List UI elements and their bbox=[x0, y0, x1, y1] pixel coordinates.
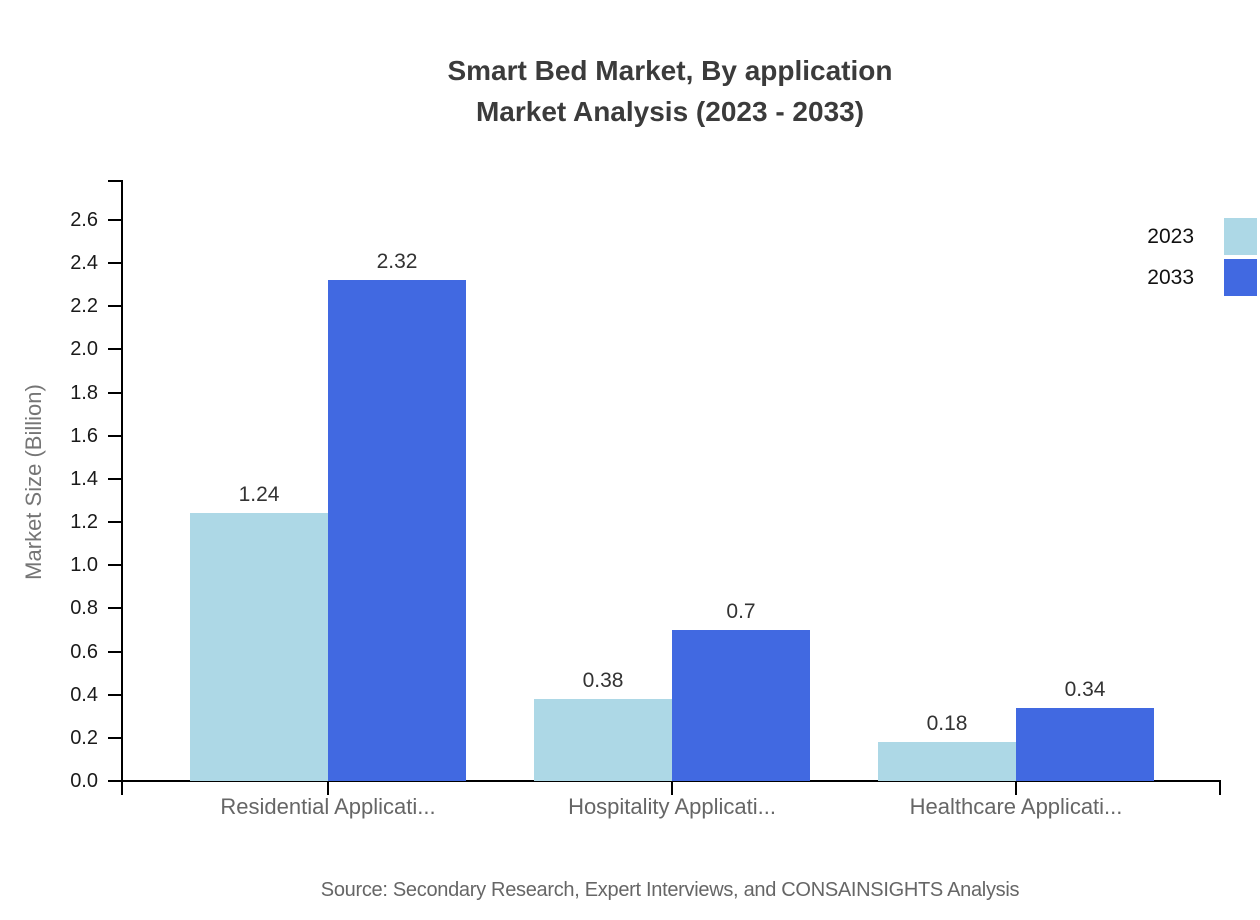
y-tick-label: 2.4 bbox=[70, 252, 98, 275]
bar-value-label: 0.18 bbox=[926, 712, 968, 736]
category-label: Healthcare Applicati... bbox=[909, 794, 1123, 819]
chart-title-line1: Smart Bed Market, By application bbox=[447, 55, 893, 86]
y-tick bbox=[108, 650, 122, 653]
y-axis-top-cap bbox=[108, 180, 123, 182]
bar-2033-3 bbox=[1016, 707, 1154, 781]
y-tick bbox=[108, 780, 122, 782]
y-tick-label: 1.8 bbox=[70, 381, 98, 404]
y-tick bbox=[108, 477, 122, 480]
x-tick bbox=[327, 781, 329, 795]
y-tick-label: 0.2 bbox=[70, 726, 98, 749]
y-tick-label: 2.2 bbox=[70, 295, 98, 318]
source-note: Source: Secondary Research, Expert Inter… bbox=[320, 879, 1020, 901]
y-tick-label: 2.6 bbox=[70, 209, 98, 231]
x-tick bbox=[1015, 781, 1017, 795]
y-tick bbox=[108, 262, 122, 265]
x-tick bbox=[671, 781, 673, 795]
y-tick bbox=[108, 348, 122, 351]
bar-2033-2 bbox=[672, 629, 810, 781]
bar-2023-1 bbox=[190, 513, 328, 781]
y-tick bbox=[108, 521, 122, 524]
y-tick bbox=[108, 564, 122, 567]
y-tick-label: 0.4 bbox=[70, 683, 98, 706]
legend-swatch-2033 bbox=[1224, 259, 1257, 296]
bar-value-label: 0.7 bbox=[726, 599, 756, 623]
y-tick-label: 1.6 bbox=[70, 424, 98, 447]
y-axis-line bbox=[121, 180, 123, 795]
y-tick-label: 1.0 bbox=[70, 554, 98, 577]
legend-swatch-2023 bbox=[1224, 218, 1257, 255]
chart-title-line2: Market Analysis (2023 - 2033) bbox=[475, 96, 865, 127]
bar-value-label: 2.32 bbox=[376, 250, 418, 274]
legend-label-2023: 2023 bbox=[1147, 225, 1194, 248]
category-label: Residential Applicati... bbox=[220, 794, 436, 819]
y-tick bbox=[108, 219, 122, 221]
y-tick-label: 1.2 bbox=[70, 511, 98, 534]
y-tick-label: 1.4 bbox=[70, 467, 98, 490]
y-tick bbox=[108, 391, 122, 394]
bar-2023-2 bbox=[534, 699, 672, 781]
y-tick bbox=[108, 693, 122, 696]
y-tick bbox=[108, 434, 122, 437]
y-tick-label: 0.6 bbox=[70, 640, 98, 663]
legend-label-2033: 2033 bbox=[1147, 266, 1194, 289]
y-tick-label: 2.0 bbox=[70, 338, 98, 361]
x-axis-line bbox=[108, 780, 1221, 782]
y-tick-label: 0.0 bbox=[70, 770, 98, 792]
y-tick bbox=[108, 736, 122, 739]
bar-value-label: 0.34 bbox=[1064, 677, 1106, 701]
x-axis-end-tick bbox=[1219, 781, 1221, 795]
chart-title: Smart Bed Market, By application Market … bbox=[90, 50, 1250, 132]
bar-2023-3 bbox=[878, 742, 1016, 781]
y-tick bbox=[108, 607, 122, 610]
y-tick bbox=[108, 305, 122, 308]
bar-2033-1 bbox=[328, 280, 466, 781]
bar-value-label: 1.24 bbox=[238, 483, 280, 507]
category-label: Hospitality Applicati... bbox=[568, 794, 776, 819]
bar-value-label: 0.38 bbox=[582, 669, 624, 692]
y-tick-label: 0.8 bbox=[70, 597, 98, 620]
